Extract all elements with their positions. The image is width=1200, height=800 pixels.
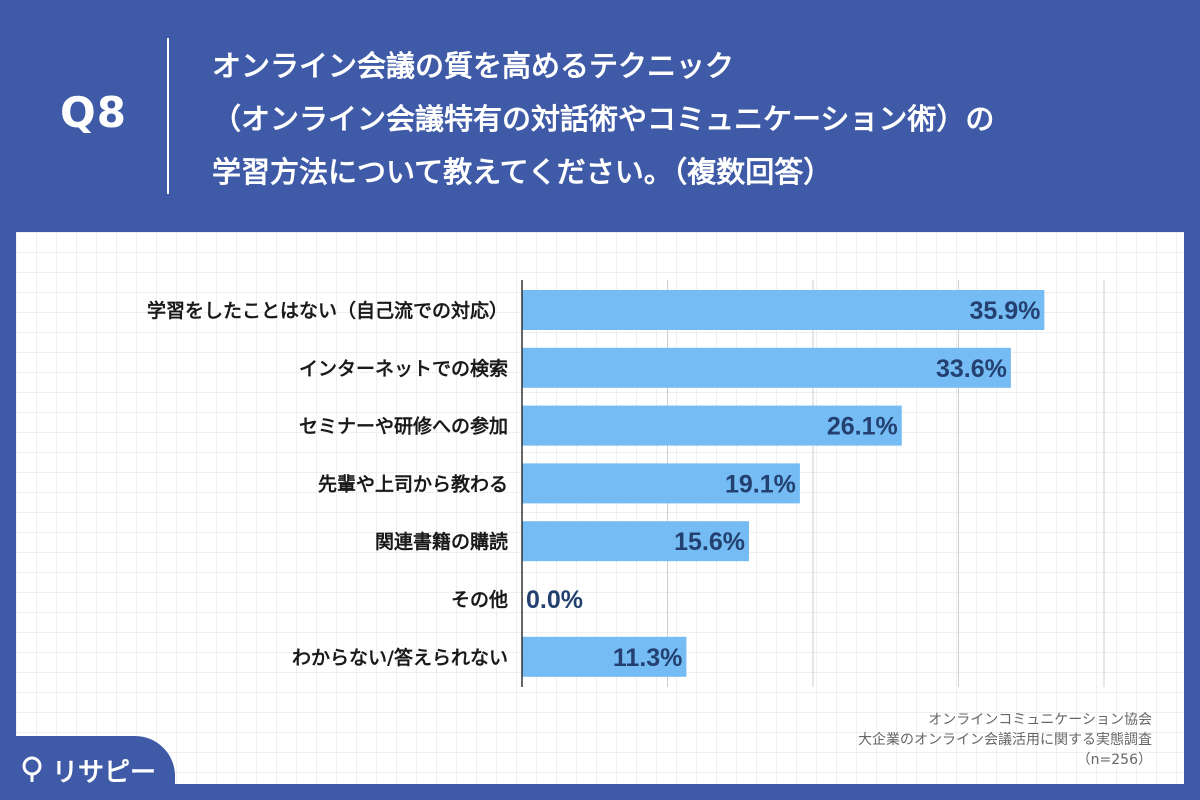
bar-0 [522, 290, 1045, 330]
value-label-5: 0.0% [526, 586, 583, 614]
title-line-3: 学習方法について教えてください。（複数回答） [212, 155, 833, 189]
value-label-0: 35.9% [969, 297, 1040, 325]
bar-1 [522, 347, 1011, 388]
category-label-6: わからない/答えられない [292, 646, 508, 669]
source-line-2: 大企業のオンライン会議活用に関する実態調査 [858, 732, 1152, 748]
bar-4 [522, 521, 749, 562]
category-label-0: 学習をしたことはない（自己流での対応） [147, 299, 508, 322]
category-label-5: その他 [451, 588, 508, 611]
value-label-2: 26.1% [827, 413, 898, 441]
source-line-3: （n=256） [1076, 752, 1152, 768]
chart-panel: 学習をしたことはない（自己流での対応） 35.9% インターネットでの検索 33.6%… [16, 232, 1184, 784]
source-line-1: オンラインコミュニケーション協会 [928, 712, 1152, 728]
bar-chart: 学習をしたことはない（自己流での対応） 35.9% インターネットでの検索 33.6%… [147, 280, 1105, 687]
bar-6 [522, 636, 687, 677]
header-divider [167, 38, 169, 194]
value-label-3: 19.1% [725, 470, 796, 498]
bar-3 [522, 463, 800, 504]
question-number: Q8 [60, 88, 127, 137]
title-line-1: オンライン会議の質を高めるテクニック [212, 49, 735, 83]
category-label-1: インターネットでの検索 [299, 357, 508, 380]
value-label-1: 33.6% [936, 355, 1007, 383]
question-header: Q8 オンライン会議の質を高めるテクニック （オンライン会議特有の対話術やコミュ… [0, 0, 1200, 232]
category-label-4: 関連書籍の購読 [375, 530, 508, 553]
category-label-2: セミナーや研修への参加 [299, 415, 508, 438]
brand-logo: リサピー [0, 736, 175, 800]
source-note: オンラインコミュニケーション協会 大企業のオンライン会議活用に関する実態調査 （… [858, 710, 1152, 770]
value-label-4: 15.6% [674, 528, 745, 556]
logo-text: リサピー [52, 758, 157, 788]
question-title: オンライン会議の質を高めるテクニック （オンライン会議特有の対話術やコミュニケー… [212, 40, 1172, 199]
pin-icon [22, 756, 42, 782]
value-label-6: 11.3% [613, 644, 683, 672]
category-label-3: 先輩や上司から教わる [318, 472, 508, 495]
bar-2 [522, 405, 902, 446]
title-line-2: （オンライン会議特有の対話術やコミュニケーション術）の [212, 102, 995, 136]
